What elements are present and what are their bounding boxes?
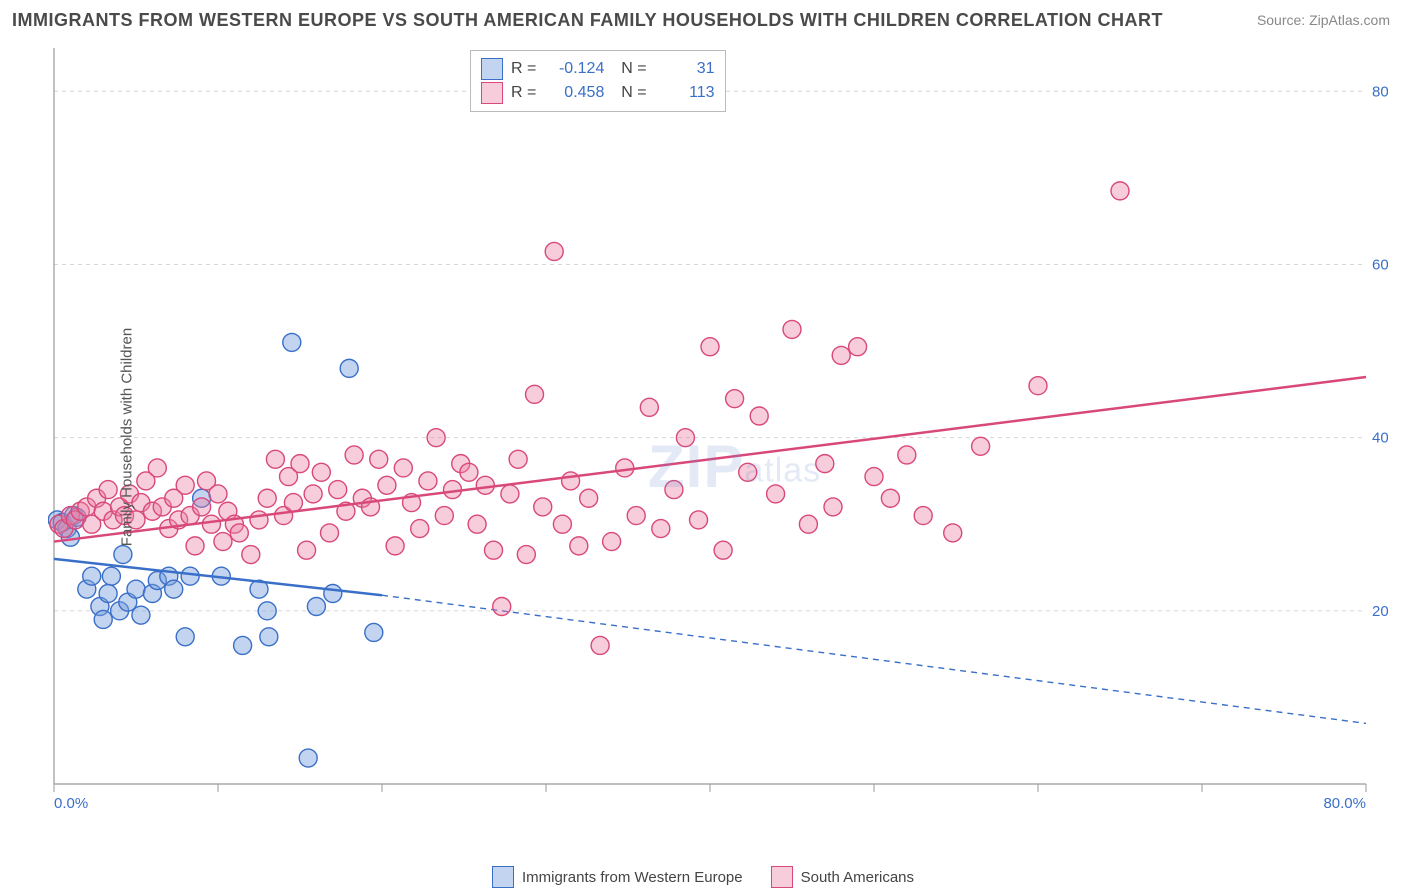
legend-item-blue: Immigrants from Western Europe xyxy=(492,866,743,888)
n-value-blue: 31 xyxy=(655,57,715,81)
chart-title: IMMIGRANTS FROM WESTERN EUROPE VS SOUTH … xyxy=(12,10,1163,31)
r-value-pink: 0.458 xyxy=(544,81,604,105)
scatter-plot-svg: 0.0% 80.0% 20.0% 40.0% 60.0% 80.0% xyxy=(48,42,1388,832)
n-value-pink: 113 xyxy=(655,81,715,105)
svg-text:40.0%: 40.0% xyxy=(1372,430,1388,447)
swatch-pink-icon xyxy=(771,866,793,888)
svg-text:0.0%: 0.0% xyxy=(54,795,88,812)
legend-label-blue: Immigrants from Western Europe xyxy=(522,869,743,886)
svg-text:20.0%: 20.0% xyxy=(1372,603,1388,620)
r-label: R = xyxy=(511,57,536,81)
legend-item-pink: South Americans xyxy=(771,866,914,888)
r-label: R = xyxy=(511,81,536,105)
n-label: N = xyxy=(612,57,646,81)
svg-text:80.0%: 80.0% xyxy=(1323,795,1366,812)
svg-text:80.0%: 80.0% xyxy=(1372,83,1388,100)
legend-label-pink: South Americans xyxy=(801,869,914,886)
svg-text:60.0%: 60.0% xyxy=(1372,256,1388,273)
swatch-blue-icon xyxy=(481,58,503,80)
stats-row-blue: R = -0.124 N = 31 xyxy=(481,57,715,81)
x-axis-legend: Immigrants from Western Europe South Ame… xyxy=(0,866,1406,888)
y-axis-label: Family Households with Children xyxy=(119,328,136,546)
swatch-blue-icon xyxy=(492,866,514,888)
n-label: N = xyxy=(612,81,646,105)
chart-area: Family Households with Children 0.0% 80.0… xyxy=(48,42,1388,832)
source-attribution: Source: ZipAtlas.com xyxy=(1257,12,1390,28)
swatch-pink-icon xyxy=(481,82,503,104)
stats-row-pink: R = 0.458 N = 113 xyxy=(481,81,715,105)
r-value-blue: -0.124 xyxy=(544,57,604,81)
stats-legend-box: R = -0.124 N = 31 R = 0.458 N = 113 xyxy=(470,50,726,112)
